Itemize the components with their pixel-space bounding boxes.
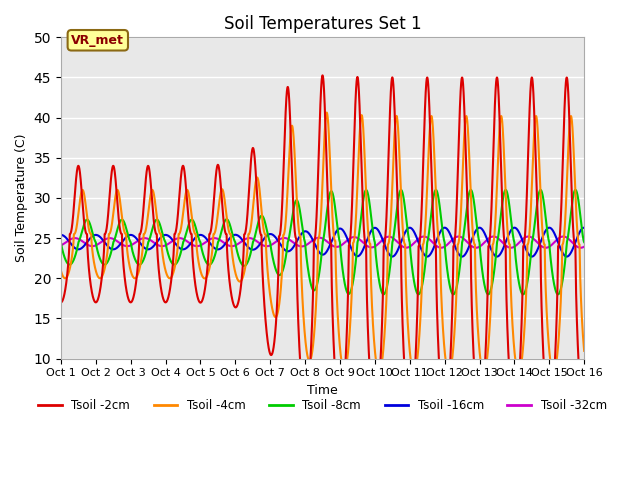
Tsoil -32cm [257, 241, 265, 247]
Tsoil -16cm [152, 240, 160, 246]
Tsoil -2cm [580, 412, 588, 418]
Tsoil -16cm [57, 232, 65, 238]
Tsoil -4cm [580, 348, 588, 354]
Tsoil -32cm [447, 238, 455, 243]
Tsoil -2cm [447, 331, 455, 337]
Tsoil -32cm [577, 245, 584, 251]
Title: Soil Temperatures Set 1: Soil Temperatures Set 1 [224, 15, 421, 33]
Tsoil -8cm [152, 217, 160, 223]
Tsoil -2cm [152, 230, 160, 236]
Tsoil -8cm [580, 239, 588, 245]
Tsoil -2cm [488, 212, 495, 217]
Tsoil -2cm [319, 72, 326, 78]
Tsoil -8cm [57, 239, 65, 245]
Tsoil -4cm [550, 370, 557, 376]
Tsoil -8cm [554, 291, 562, 297]
Tsoil -32cm [559, 234, 567, 240]
Tsoil -8cm [488, 286, 495, 291]
X-axis label: Time: Time [307, 384, 338, 397]
Tsoil -2cm [57, 300, 65, 305]
Line: Tsoil -2cm: Tsoil -2cm [61, 75, 584, 415]
Tsoil -16cm [487, 246, 495, 252]
Tsoil -16cm [257, 240, 265, 246]
Tsoil -4cm [152, 206, 160, 212]
Tsoil -4cm [447, 361, 455, 367]
Tsoil -32cm [152, 241, 160, 247]
Line: Tsoil -32cm: Tsoil -32cm [61, 237, 584, 248]
Tsoil -16cm [580, 225, 588, 230]
Line: Tsoil -4cm: Tsoil -4cm [61, 113, 584, 373]
Tsoil -32cm [487, 234, 495, 240]
Tsoil -32cm [397, 242, 405, 248]
Line: Tsoil -16cm: Tsoil -16cm [61, 228, 584, 257]
Tsoil -2cm [397, 271, 405, 277]
Tsoil -4cm [323, 110, 330, 116]
Tsoil -4cm [397, 198, 405, 204]
Text: VR_met: VR_met [72, 34, 124, 47]
Tsoil -16cm [397, 239, 405, 245]
Tsoil -8cm [397, 187, 405, 193]
Tsoil -32cm [580, 244, 588, 250]
Tsoil -8cm [467, 187, 475, 193]
Tsoil -8cm [257, 213, 265, 219]
Tsoil -8cm [371, 239, 378, 245]
Tsoil -4cm [371, 347, 379, 353]
Tsoil -16cm [528, 254, 536, 260]
Tsoil -4cm [57, 268, 65, 274]
Line: Tsoil -8cm: Tsoil -8cm [61, 190, 584, 294]
Legend: Tsoil -2cm, Tsoil -4cm, Tsoil -8cm, Tsoil -16cm, Tsoil -32cm: Tsoil -2cm, Tsoil -4cm, Tsoil -8cm, Tsoi… [34, 395, 611, 417]
Tsoil -32cm [57, 242, 65, 248]
Tsoil -16cm [447, 234, 455, 240]
Y-axis label: Soil Temperature (C): Soil Temperature (C) [15, 134, 28, 262]
Tsoil -8cm [447, 288, 455, 294]
Tsoil -2cm [371, 412, 379, 418]
Tsoil -2cm [257, 232, 265, 238]
Tsoil -4cm [257, 200, 265, 206]
Tsoil -16cm [371, 225, 378, 231]
Tsoil -32cm [371, 244, 378, 250]
Tsoil -4cm [488, 293, 495, 299]
